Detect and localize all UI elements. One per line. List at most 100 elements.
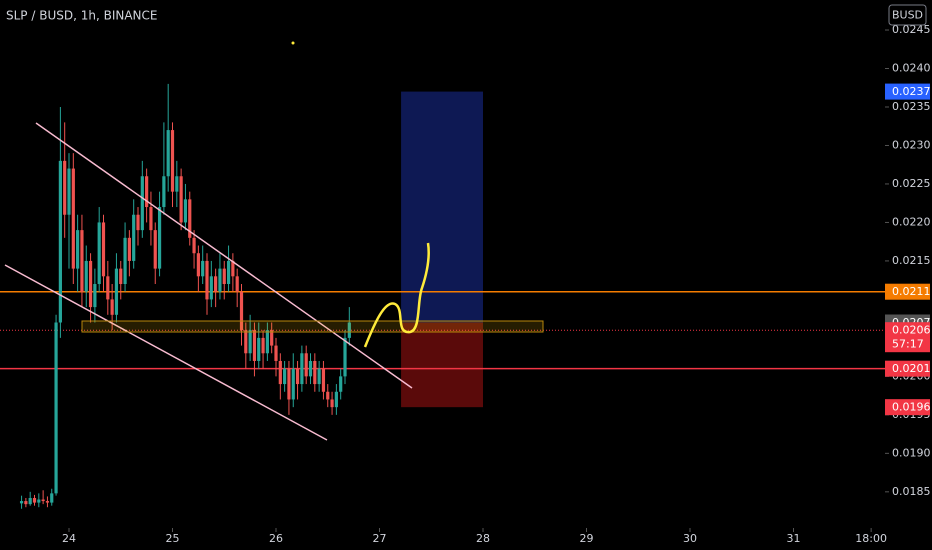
candle-body bbox=[188, 199, 192, 238]
candle-body bbox=[231, 260, 235, 277]
candle-body bbox=[140, 176, 144, 231]
candle-body bbox=[19, 501, 24, 504]
candle-body bbox=[67, 168, 71, 215]
candle-body bbox=[179, 176, 183, 223]
target-zone bbox=[401, 91, 484, 323]
candle-body bbox=[97, 222, 101, 285]
x-tick-label: 31 bbox=[787, 532, 801, 545]
candle-body bbox=[334, 391, 338, 408]
price-label-text: 0.0196 bbox=[892, 401, 931, 414]
candle-body bbox=[71, 168, 75, 269]
price-label-text: 0.0206 bbox=[892, 324, 931, 337]
candle-body bbox=[106, 276, 110, 300]
price-label-text: 0.0201 bbox=[892, 362, 931, 375]
candle-body bbox=[157, 207, 162, 269]
candle-body bbox=[88, 260, 93, 308]
candle-body bbox=[175, 176, 179, 192]
candle-body bbox=[183, 199, 188, 223]
currency-box[interactable] bbox=[888, 4, 927, 26]
candle-body bbox=[50, 493, 54, 503]
countdown: 57:17 bbox=[892, 338, 924, 351]
candle-body bbox=[201, 260, 205, 277]
price-label bbox=[885, 283, 930, 300]
y-tick-label: 0.0240 bbox=[892, 62, 931, 75]
candle-body bbox=[300, 353, 304, 385]
x-tick-label: 27 bbox=[373, 532, 387, 545]
price-label bbox=[885, 399, 930, 416]
candle-body bbox=[101, 222, 106, 277]
candle-body bbox=[343, 337, 347, 377]
candle-body bbox=[317, 368, 321, 385]
candle-body bbox=[110, 299, 114, 315]
candle-body bbox=[166, 130, 170, 177]
candle-body bbox=[114, 268, 119, 315]
candle-body bbox=[283, 368, 287, 385]
candle-body bbox=[244, 330, 248, 354]
candle-body bbox=[127, 237, 131, 261]
x-tick-label: 28 bbox=[476, 532, 490, 545]
candle-body bbox=[41, 499, 45, 502]
candle-body bbox=[274, 345, 278, 361]
drawings bbox=[4, 41, 544, 441]
candle-body bbox=[84, 260, 88, 292]
candle-body bbox=[278, 360, 282, 385]
candle-body bbox=[248, 330, 252, 354]
channel-lower bbox=[4, 264, 328, 441]
candle-body bbox=[119, 268, 123, 285]
y-tick-label: 0.0245 bbox=[892, 23, 931, 36]
candle-body bbox=[218, 268, 222, 292]
candles bbox=[19, 83, 351, 509]
candle-body bbox=[339, 376, 343, 392]
price-label bbox=[885, 360, 930, 377]
candle-body bbox=[252, 330, 257, 361]
candle-body bbox=[205, 260, 209, 300]
candle-body bbox=[270, 330, 274, 346]
price-label-text: 0.0237 bbox=[892, 85, 931, 98]
x-tick-label: 24 bbox=[62, 532, 76, 545]
price-label bbox=[885, 322, 930, 353]
price-label bbox=[885, 83, 930, 100]
candle-body bbox=[235, 276, 239, 292]
channel-upper bbox=[35, 122, 413, 389]
candle-body bbox=[170, 130, 175, 192]
y-tick-label: 0.0235 bbox=[892, 100, 931, 113]
zone bbox=[81, 320, 544, 333]
x-tick-label: 29 bbox=[580, 532, 594, 545]
drawings-under bbox=[0, 91, 885, 408]
price-label-text: 0.0211 bbox=[892, 285, 931, 298]
currency[interactable]: BUSD bbox=[892, 9, 923, 22]
stop-zone bbox=[401, 322, 484, 408]
y-tick-label: 0.0225 bbox=[892, 177, 931, 190]
candle-body bbox=[347, 322, 351, 338]
candle-body bbox=[330, 399, 334, 408]
candle-body bbox=[326, 391, 330, 400]
candle-body bbox=[54, 322, 58, 494]
candle-body bbox=[261, 337, 265, 354]
candle-body bbox=[32, 497, 37, 503]
candle-body bbox=[308, 360, 313, 377]
candle-body bbox=[321, 368, 326, 392]
candle-body bbox=[24, 501, 28, 505]
candle-body bbox=[209, 276, 213, 300]
candle-body bbox=[304, 353, 308, 377]
freehand bbox=[363, 242, 430, 348]
candle-body bbox=[226, 260, 231, 285]
y-tick-label: 0.0220 bbox=[892, 215, 931, 228]
chart-title: SLP / BUSD, 1h, BINANCE bbox=[6, 9, 157, 23]
candle-body bbox=[291, 368, 295, 400]
candle-body bbox=[192, 237, 196, 254]
candle-body bbox=[45, 501, 50, 503]
candle-body bbox=[214, 276, 218, 292]
x-tick-label: 26 bbox=[269, 532, 283, 545]
candle-body bbox=[123, 237, 127, 285]
candle-body bbox=[149, 207, 153, 231]
candle-body bbox=[257, 337, 261, 361]
candle-body bbox=[287, 368, 291, 400]
candle-body bbox=[37, 499, 41, 503]
candle-body bbox=[265, 330, 269, 354]
candle-body bbox=[58, 160, 62, 323]
candle-body bbox=[162, 176, 166, 208]
y-tick-label: 0.0185 bbox=[892, 485, 931, 498]
